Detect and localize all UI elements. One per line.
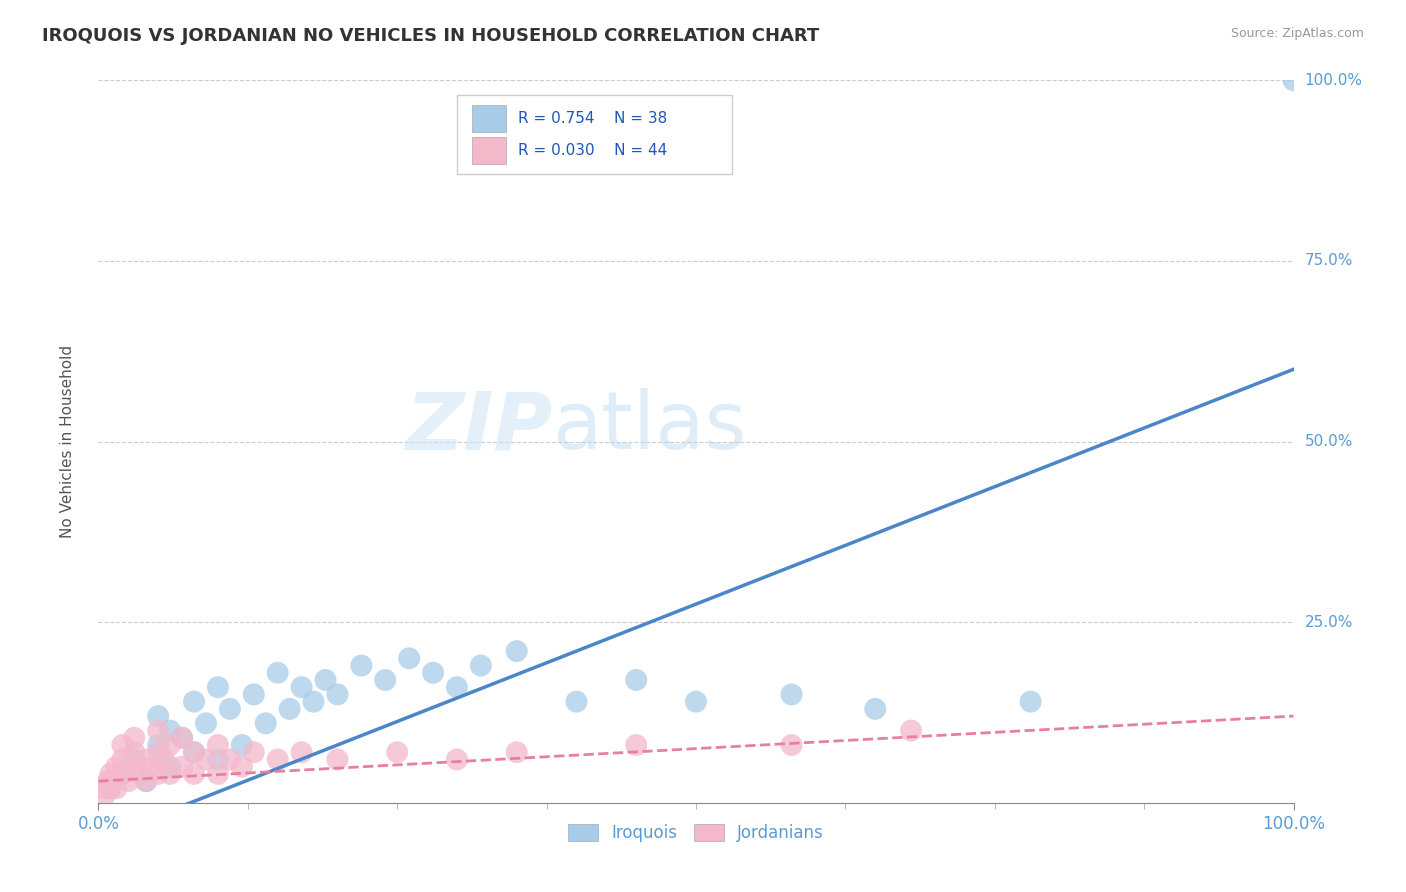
Point: [159, 767, 181, 781]
Point: [135, 774, 157, 789]
Text: 75.0%: 75.0%: [1305, 253, 1353, 268]
Point: [111, 738, 134, 752]
FancyBboxPatch shape: [457, 95, 733, 174]
Text: ZIP: ZIP: [405, 388, 553, 467]
Text: R = 0.754    N = 38: R = 0.754 N = 38: [517, 112, 668, 126]
Point: [219, 752, 242, 766]
Point: [780, 687, 803, 701]
Point: [111, 767, 134, 781]
Point: [183, 695, 205, 709]
Point: [267, 752, 290, 766]
Text: Source: ZipAtlas.com: Source: ZipAtlas.com: [1230, 27, 1364, 40]
Point: [124, 760, 146, 774]
Legend: Iroquois, Jordanians: Iroquois, Jordanians: [561, 817, 831, 848]
Point: [124, 752, 146, 766]
Point: [207, 680, 229, 694]
Point: [243, 745, 266, 759]
Point: [97, 774, 120, 789]
Text: atlas: atlas: [553, 388, 747, 467]
Point: [159, 723, 181, 738]
Point: [207, 767, 229, 781]
Point: [172, 760, 194, 774]
Point: [865, 702, 887, 716]
Point: [326, 687, 349, 701]
Point: [207, 738, 229, 752]
Point: [148, 745, 170, 759]
Point: [900, 723, 922, 738]
Point: [195, 752, 218, 766]
Text: 25.0%: 25.0%: [1305, 615, 1353, 630]
Point: [105, 781, 128, 796]
Point: [195, 716, 218, 731]
Point: [1282, 73, 1305, 87]
Point: [207, 752, 229, 766]
Point: [148, 738, 170, 752]
Text: 50.0%: 50.0%: [1305, 434, 1353, 449]
Point: [105, 760, 128, 774]
Point: [506, 644, 529, 658]
Point: [172, 731, 194, 745]
Point: [291, 680, 314, 694]
Text: R = 0.030    N = 44: R = 0.030 N = 44: [517, 143, 668, 158]
Point: [148, 767, 170, 781]
Point: [446, 752, 468, 766]
Point: [148, 709, 170, 723]
Point: [98, 767, 122, 781]
Point: [326, 752, 349, 766]
Point: [685, 695, 707, 709]
Point: [291, 745, 314, 759]
Point: [470, 658, 492, 673]
Point: [231, 738, 253, 752]
Point: [446, 680, 468, 694]
Point: [1019, 695, 1042, 709]
Y-axis label: No Vehicles in Household: No Vehicles in Household: [60, 345, 75, 538]
Point: [626, 673, 648, 687]
Point: [135, 752, 157, 766]
Point: [93, 789, 115, 803]
FancyBboxPatch shape: [472, 105, 506, 132]
Point: [172, 731, 194, 745]
Point: [91, 781, 114, 796]
Point: [254, 716, 277, 731]
Point: [243, 687, 266, 701]
Point: [135, 774, 157, 789]
FancyBboxPatch shape: [472, 136, 506, 164]
Point: [183, 745, 205, 759]
Point: [565, 695, 588, 709]
Point: [111, 767, 134, 781]
Point: [148, 723, 170, 738]
Point: [124, 745, 146, 759]
Point: [398, 651, 420, 665]
Point: [231, 760, 253, 774]
Point: [153, 752, 176, 766]
Point: [422, 665, 444, 680]
Point: [101, 774, 124, 789]
Point: [278, 702, 301, 716]
Point: [141, 760, 163, 774]
Point: [302, 695, 325, 709]
Point: [219, 702, 242, 716]
Point: [129, 767, 152, 781]
Point: [385, 745, 409, 759]
Point: [183, 745, 205, 759]
Point: [124, 731, 146, 745]
Point: [98, 781, 122, 796]
Point: [350, 658, 373, 673]
Point: [111, 752, 134, 766]
Point: [315, 673, 337, 687]
Point: [183, 767, 205, 781]
Text: 100.0%: 100.0%: [1305, 73, 1362, 87]
Point: [780, 738, 803, 752]
Point: [626, 738, 648, 752]
Point: [267, 665, 290, 680]
Text: IROQUOIS VS JORDANIAN NO VEHICLES IN HOUSEHOLD CORRELATION CHART: IROQUOIS VS JORDANIAN NO VEHICLES IN HOU…: [42, 27, 820, 45]
Point: [374, 673, 396, 687]
Point: [506, 745, 529, 759]
Point: [159, 760, 181, 774]
Point: [98, 781, 122, 796]
Point: [117, 774, 139, 789]
Point: [159, 738, 181, 752]
